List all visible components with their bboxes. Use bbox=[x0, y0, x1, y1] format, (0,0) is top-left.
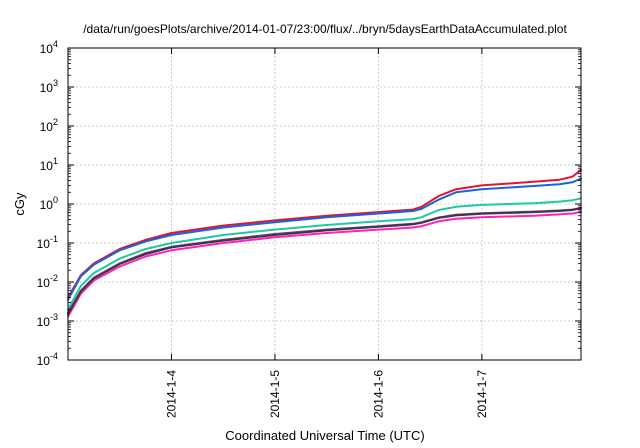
x-axis-title: Coordinated Universal Time (UTC) bbox=[225, 428, 424, 443]
chart-title: /data/run/goesPlots/archive/2014-01-07/2… bbox=[83, 22, 567, 36]
x-tick-label: 2014-1-7 bbox=[475, 370, 489, 418]
series-group bbox=[67, 168, 582, 318]
series-line-5 bbox=[67, 210, 582, 318]
x-tick-label: 2014-1-5 bbox=[268, 370, 282, 418]
series-line-3 bbox=[67, 197, 582, 311]
y-tick-label: 10-2 bbox=[37, 273, 58, 290]
y-tick-label: 100 bbox=[40, 195, 58, 212]
x-tick-label: 2014-1-6 bbox=[371, 370, 385, 418]
x-tick-labels: 2014-1-4 2014-1-5 2014-1-6 2014-1-7 bbox=[164, 370, 488, 418]
y-tick-label: 103 bbox=[40, 78, 58, 95]
grid-lines bbox=[68, 48, 581, 360]
y-tick-label: 101 bbox=[40, 156, 58, 173]
y-axis-title: cGy bbox=[12, 192, 27, 216]
axis-ticks bbox=[68, 47, 581, 361]
x-tick-label: 2014-1-4 bbox=[164, 370, 178, 418]
series-line-6 bbox=[67, 207, 582, 316]
y-tick-label: 104 bbox=[40, 39, 58, 56]
y-tick-labels: 10-4 10-3 10-2 10-1 100 101 102 103 104 bbox=[37, 39, 58, 368]
series-line-2 bbox=[67, 177, 582, 301]
series-line-1 bbox=[67, 168, 582, 299]
y-tick-label: 10-3 bbox=[37, 312, 58, 329]
y-tick-label: 102 bbox=[40, 117, 58, 134]
series-line-4 bbox=[67, 206, 582, 314]
y-tick-label: 10-4 bbox=[37, 351, 58, 368]
y-tick-label: 10-1 bbox=[37, 234, 58, 251]
